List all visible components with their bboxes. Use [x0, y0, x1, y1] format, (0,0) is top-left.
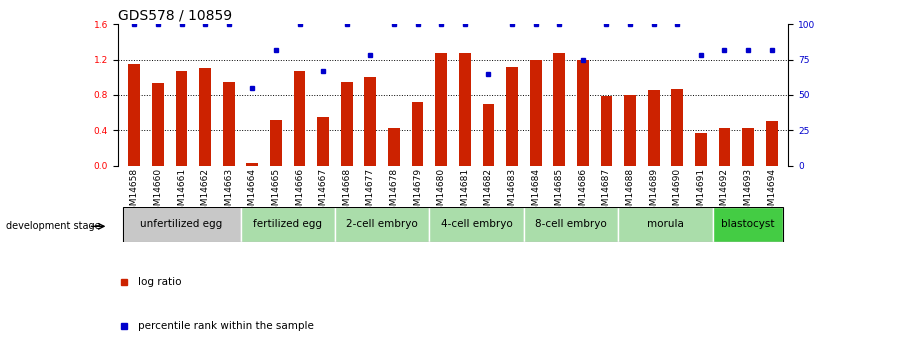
- Bar: [335, 207, 429, 242]
- Bar: [294, 71, 305, 166]
- Text: percentile rank within the sample: percentile rank within the sample: [138, 321, 313, 331]
- Text: GSM14686: GSM14686: [578, 168, 587, 217]
- Text: 4-cell embryo: 4-cell embryo: [440, 219, 513, 229]
- Text: fertilized egg: fertilized egg: [254, 219, 323, 229]
- Text: GSM14666: GSM14666: [295, 168, 304, 217]
- Bar: [648, 90, 660, 166]
- Text: GSM14678: GSM14678: [390, 168, 399, 217]
- Bar: [624, 95, 636, 166]
- Bar: [671, 89, 683, 166]
- Bar: [435, 53, 447, 166]
- Text: GSM14664: GSM14664: [248, 168, 256, 217]
- Text: blastocyst: blastocyst: [721, 219, 775, 229]
- Bar: [317, 117, 329, 166]
- Bar: [483, 104, 495, 166]
- Bar: [506, 67, 518, 166]
- Bar: [223, 82, 235, 166]
- Text: GSM14665: GSM14665: [272, 168, 281, 217]
- Text: GSM14662: GSM14662: [200, 168, 209, 217]
- Bar: [240, 207, 335, 242]
- Bar: [270, 120, 282, 166]
- Text: GSM14658: GSM14658: [130, 168, 139, 217]
- Text: 2-cell embryo: 2-cell embryo: [346, 219, 418, 229]
- Bar: [199, 68, 211, 166]
- Text: 8-cell embryo: 8-cell embryo: [535, 219, 607, 229]
- Bar: [246, 163, 258, 166]
- Bar: [411, 102, 423, 166]
- Text: GSM14667: GSM14667: [319, 168, 328, 217]
- Bar: [152, 83, 164, 166]
- Text: GSM14690: GSM14690: [673, 168, 682, 217]
- Bar: [122, 207, 240, 242]
- Bar: [601, 96, 612, 166]
- Text: GSM14694: GSM14694: [767, 168, 776, 217]
- Text: GDS578 / 10859: GDS578 / 10859: [118, 9, 232, 23]
- Text: GSM14677: GSM14677: [366, 168, 375, 217]
- Text: GSM14661: GSM14661: [177, 168, 186, 217]
- Text: GSM14679: GSM14679: [413, 168, 422, 217]
- Bar: [524, 207, 618, 242]
- Text: GSM14688: GSM14688: [625, 168, 634, 217]
- Text: development stage: development stage: [6, 221, 101, 231]
- Text: GSM14691: GSM14691: [697, 168, 706, 217]
- Text: GSM14687: GSM14687: [602, 168, 611, 217]
- Text: GSM14685: GSM14685: [554, 168, 564, 217]
- Text: GSM14684: GSM14684: [531, 168, 540, 217]
- Bar: [577, 59, 589, 166]
- Text: GSM14682: GSM14682: [484, 168, 493, 217]
- Text: GSM14660: GSM14660: [153, 168, 162, 217]
- Bar: [530, 60, 542, 166]
- Bar: [554, 53, 565, 166]
- Text: GSM14689: GSM14689: [650, 168, 658, 217]
- Bar: [129, 64, 140, 166]
- Bar: [713, 207, 784, 242]
- Text: unfertilized egg: unfertilized egg: [140, 219, 223, 229]
- Bar: [429, 207, 524, 242]
- Bar: [388, 128, 400, 166]
- Text: GSM14683: GSM14683: [507, 168, 516, 217]
- Bar: [718, 128, 730, 166]
- Bar: [742, 128, 754, 166]
- Bar: [341, 82, 352, 166]
- Text: GSM14680: GSM14680: [437, 168, 446, 217]
- Text: GSM14681: GSM14681: [460, 168, 469, 217]
- Bar: [618, 207, 713, 242]
- Text: GSM14693: GSM14693: [744, 168, 753, 217]
- Bar: [176, 71, 188, 166]
- Text: GSM14668: GSM14668: [342, 168, 352, 217]
- Text: GSM14692: GSM14692: [720, 168, 729, 217]
- Text: GSM14663: GSM14663: [224, 168, 233, 217]
- Bar: [695, 133, 707, 166]
- Bar: [459, 53, 471, 166]
- Text: log ratio: log ratio: [138, 277, 181, 287]
- Bar: [766, 121, 777, 166]
- Text: morula: morula: [647, 219, 684, 229]
- Bar: [364, 77, 376, 166]
